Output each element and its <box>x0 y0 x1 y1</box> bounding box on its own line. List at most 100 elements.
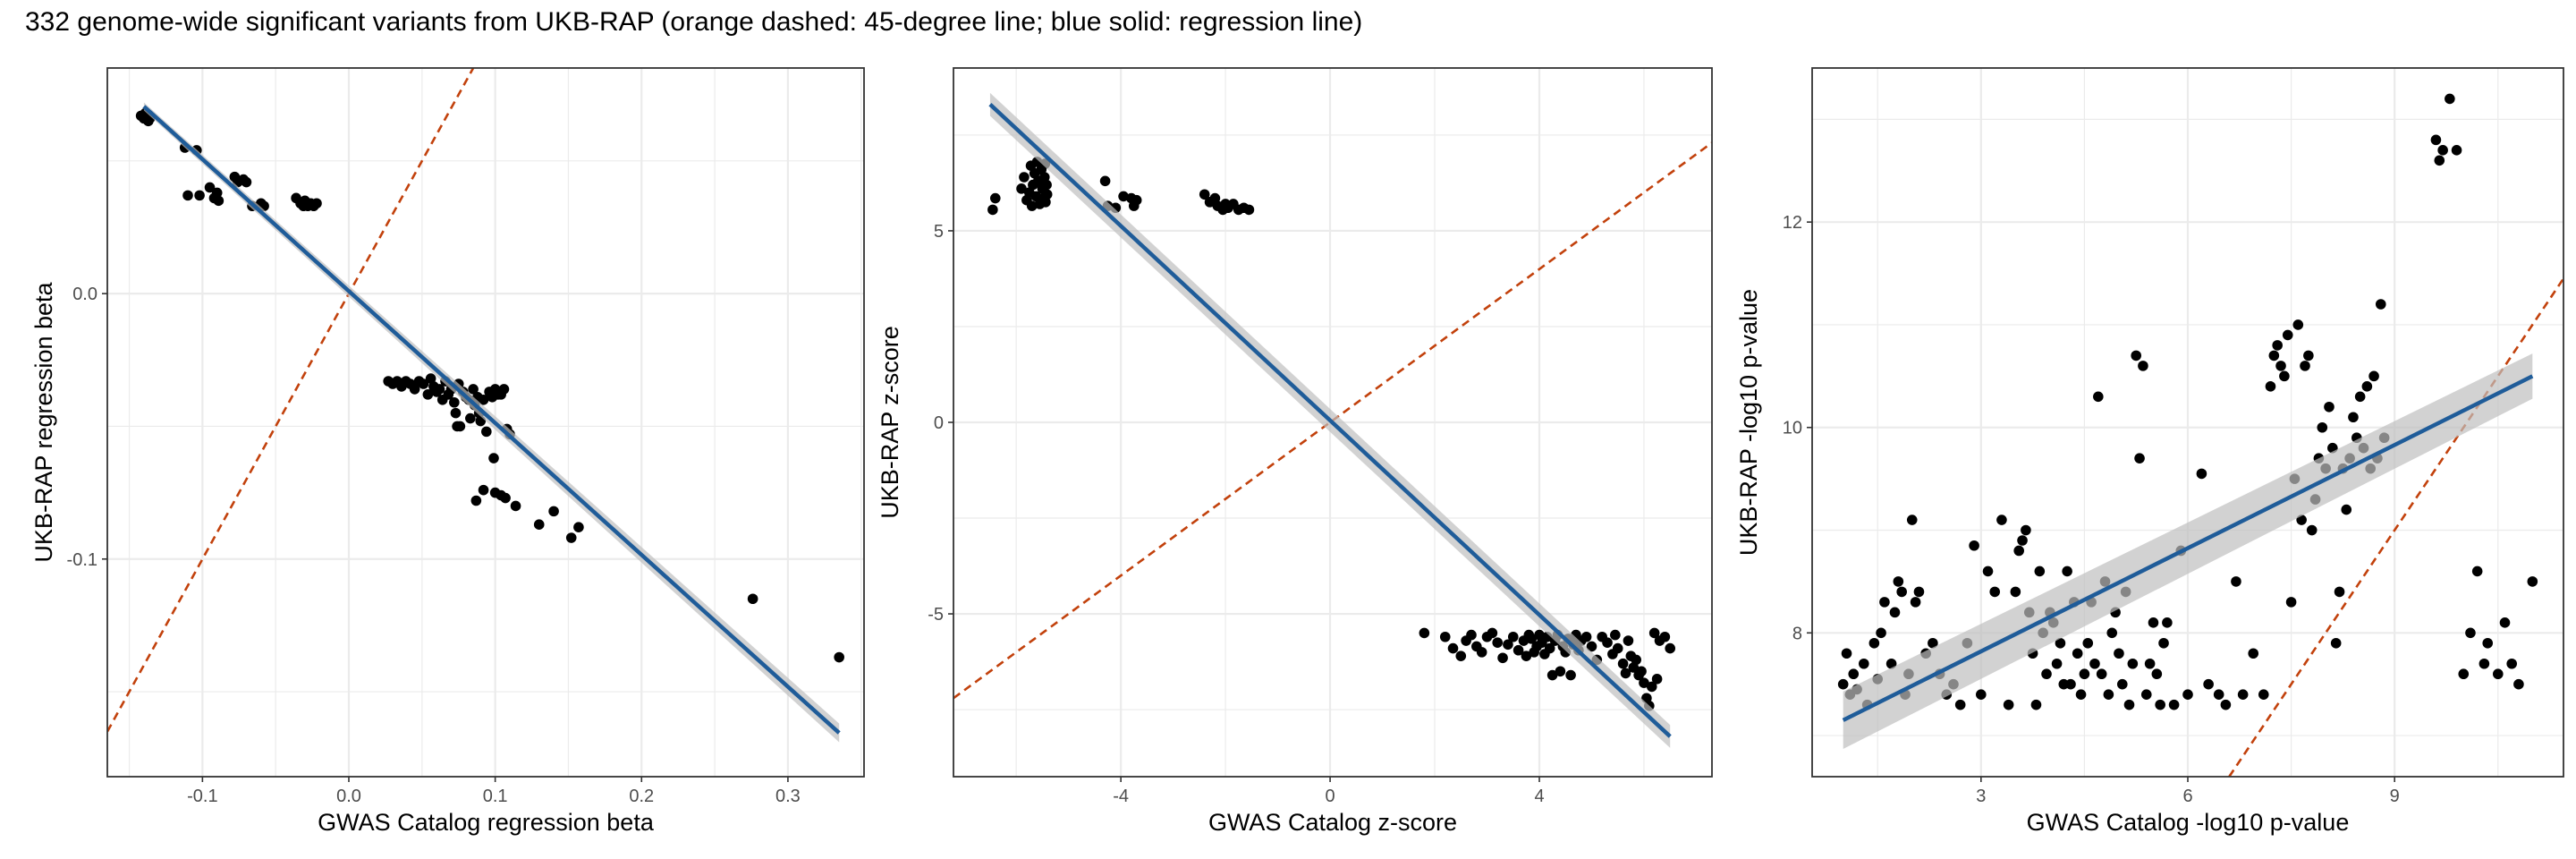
data-point <box>2334 586 2345 598</box>
data-point <box>1896 586 1907 598</box>
figure-title: 332 genome-wide significant variants fro… <box>25 7 1363 37</box>
data-point <box>1910 597 1921 608</box>
data-point <box>478 394 489 405</box>
data-point <box>2082 637 2094 649</box>
data-point <box>2089 658 2100 669</box>
data-point <box>2144 658 2156 669</box>
data-point <box>194 190 205 201</box>
data-point <box>1019 172 1030 183</box>
data-point <box>1487 627 1498 639</box>
scatter-panel-3: 3 6 9 8 10 12 GWAS Catalog -log10 p-value UKB-R… <box>1735 67 2564 836</box>
x-tick-label: 0.3 <box>775 787 801 806</box>
data-point <box>2482 637 2494 649</box>
data-point <box>1982 566 1994 577</box>
data-point <box>1617 658 1629 669</box>
data-point <box>2010 586 2021 598</box>
data-point <box>2499 617 2511 628</box>
data-point <box>1455 651 1467 661</box>
identity-line <box>107 68 475 733</box>
data-point <box>2330 637 2342 649</box>
data-point <box>500 492 511 504</box>
x-tick-label: 3 <box>1976 787 1986 806</box>
data-point <box>1848 668 1860 680</box>
regression-line <box>988 103 1672 738</box>
data-point <box>409 384 420 395</box>
data-point <box>1580 631 1592 642</box>
data-point <box>747 593 758 605</box>
y-tick-label: 10 <box>1783 419 1802 438</box>
data-point <box>2106 627 2118 639</box>
data-point <box>298 200 309 212</box>
data-point <box>1976 689 1987 700</box>
y-tick-label: 5 <box>934 222 944 242</box>
data-point <box>2279 370 2290 382</box>
data-point <box>1868 637 1880 649</box>
data-point <box>311 198 322 209</box>
data-point <box>2123 699 2135 710</box>
data-point <box>468 384 479 395</box>
plot-area <box>107 68 844 743</box>
y-tick-label: 12 <box>1783 213 1802 233</box>
data-point <box>2282 329 2293 341</box>
data-point <box>1507 631 1519 642</box>
data-point <box>2354 391 2366 403</box>
data-point <box>2151 668 2163 680</box>
data-point <box>533 519 545 531</box>
x-tick-label: 0.0 <box>336 787 361 806</box>
data-point <box>422 389 434 400</box>
data-point <box>2075 689 2087 700</box>
data-point <box>1521 651 1532 661</box>
data-point <box>2182 689 2193 700</box>
data-point <box>1610 629 1621 641</box>
y-tick-label: 0 <box>934 413 944 433</box>
data-point <box>1526 634 1538 644</box>
data-point <box>1639 677 1649 688</box>
x-tick-label: 0.2 <box>629 787 654 806</box>
data-point <box>213 195 225 207</box>
data-point <box>498 384 510 395</box>
data-point <box>2292 319 2304 330</box>
data-point <box>2079 668 2090 680</box>
data-point <box>1996 515 2007 525</box>
data-point <box>2065 678 2076 690</box>
data-point <box>1648 627 1660 639</box>
y-tick-label: -0.1 <box>67 550 97 570</box>
data-point <box>2134 453 2145 464</box>
data-point <box>1439 631 1451 642</box>
data-point <box>1636 666 1647 677</box>
data-point <box>418 378 429 389</box>
data-point <box>2237 689 2249 700</box>
scatter-panel-2: -4 0 4 -5 0 5 GWAS Catalog z-score UKB-RAP z-sc… <box>877 67 1713 836</box>
data-point <box>1586 641 1597 652</box>
data-point <box>2030 699 2042 710</box>
data-point <box>2155 699 2165 710</box>
data-point <box>182 190 193 201</box>
data-point <box>1016 183 1027 194</box>
data-point <box>2248 648 2259 659</box>
data-point <box>1447 642 1459 654</box>
data-point <box>2479 658 2490 669</box>
data-point <box>1879 597 1890 608</box>
data-point <box>1476 647 1487 658</box>
x-axis-title: GWAS Catalog regression beta <box>318 809 655 836</box>
data-point <box>481 426 492 438</box>
data-point <box>1243 204 1255 216</box>
data-point <box>2341 504 2352 515</box>
panel-border <box>106 67 865 778</box>
data-point <box>2348 412 2359 423</box>
data-point <box>470 495 482 506</box>
data-point <box>488 453 499 464</box>
data-point <box>2096 668 2107 680</box>
x-tick-label: -0.1 <box>187 787 217 806</box>
data-point <box>2306 524 2318 536</box>
data-point <box>2203 678 2214 690</box>
data-point <box>2300 361 2310 371</box>
data-point <box>2434 155 2445 166</box>
data-point <box>2527 576 2538 587</box>
data-point <box>989 192 1001 204</box>
data-point <box>2445 93 2455 105</box>
regression-line <box>142 105 841 735</box>
data-point <box>1602 637 1613 648</box>
x-axis-title: GWAS Catalog z-score <box>1208 809 1457 836</box>
